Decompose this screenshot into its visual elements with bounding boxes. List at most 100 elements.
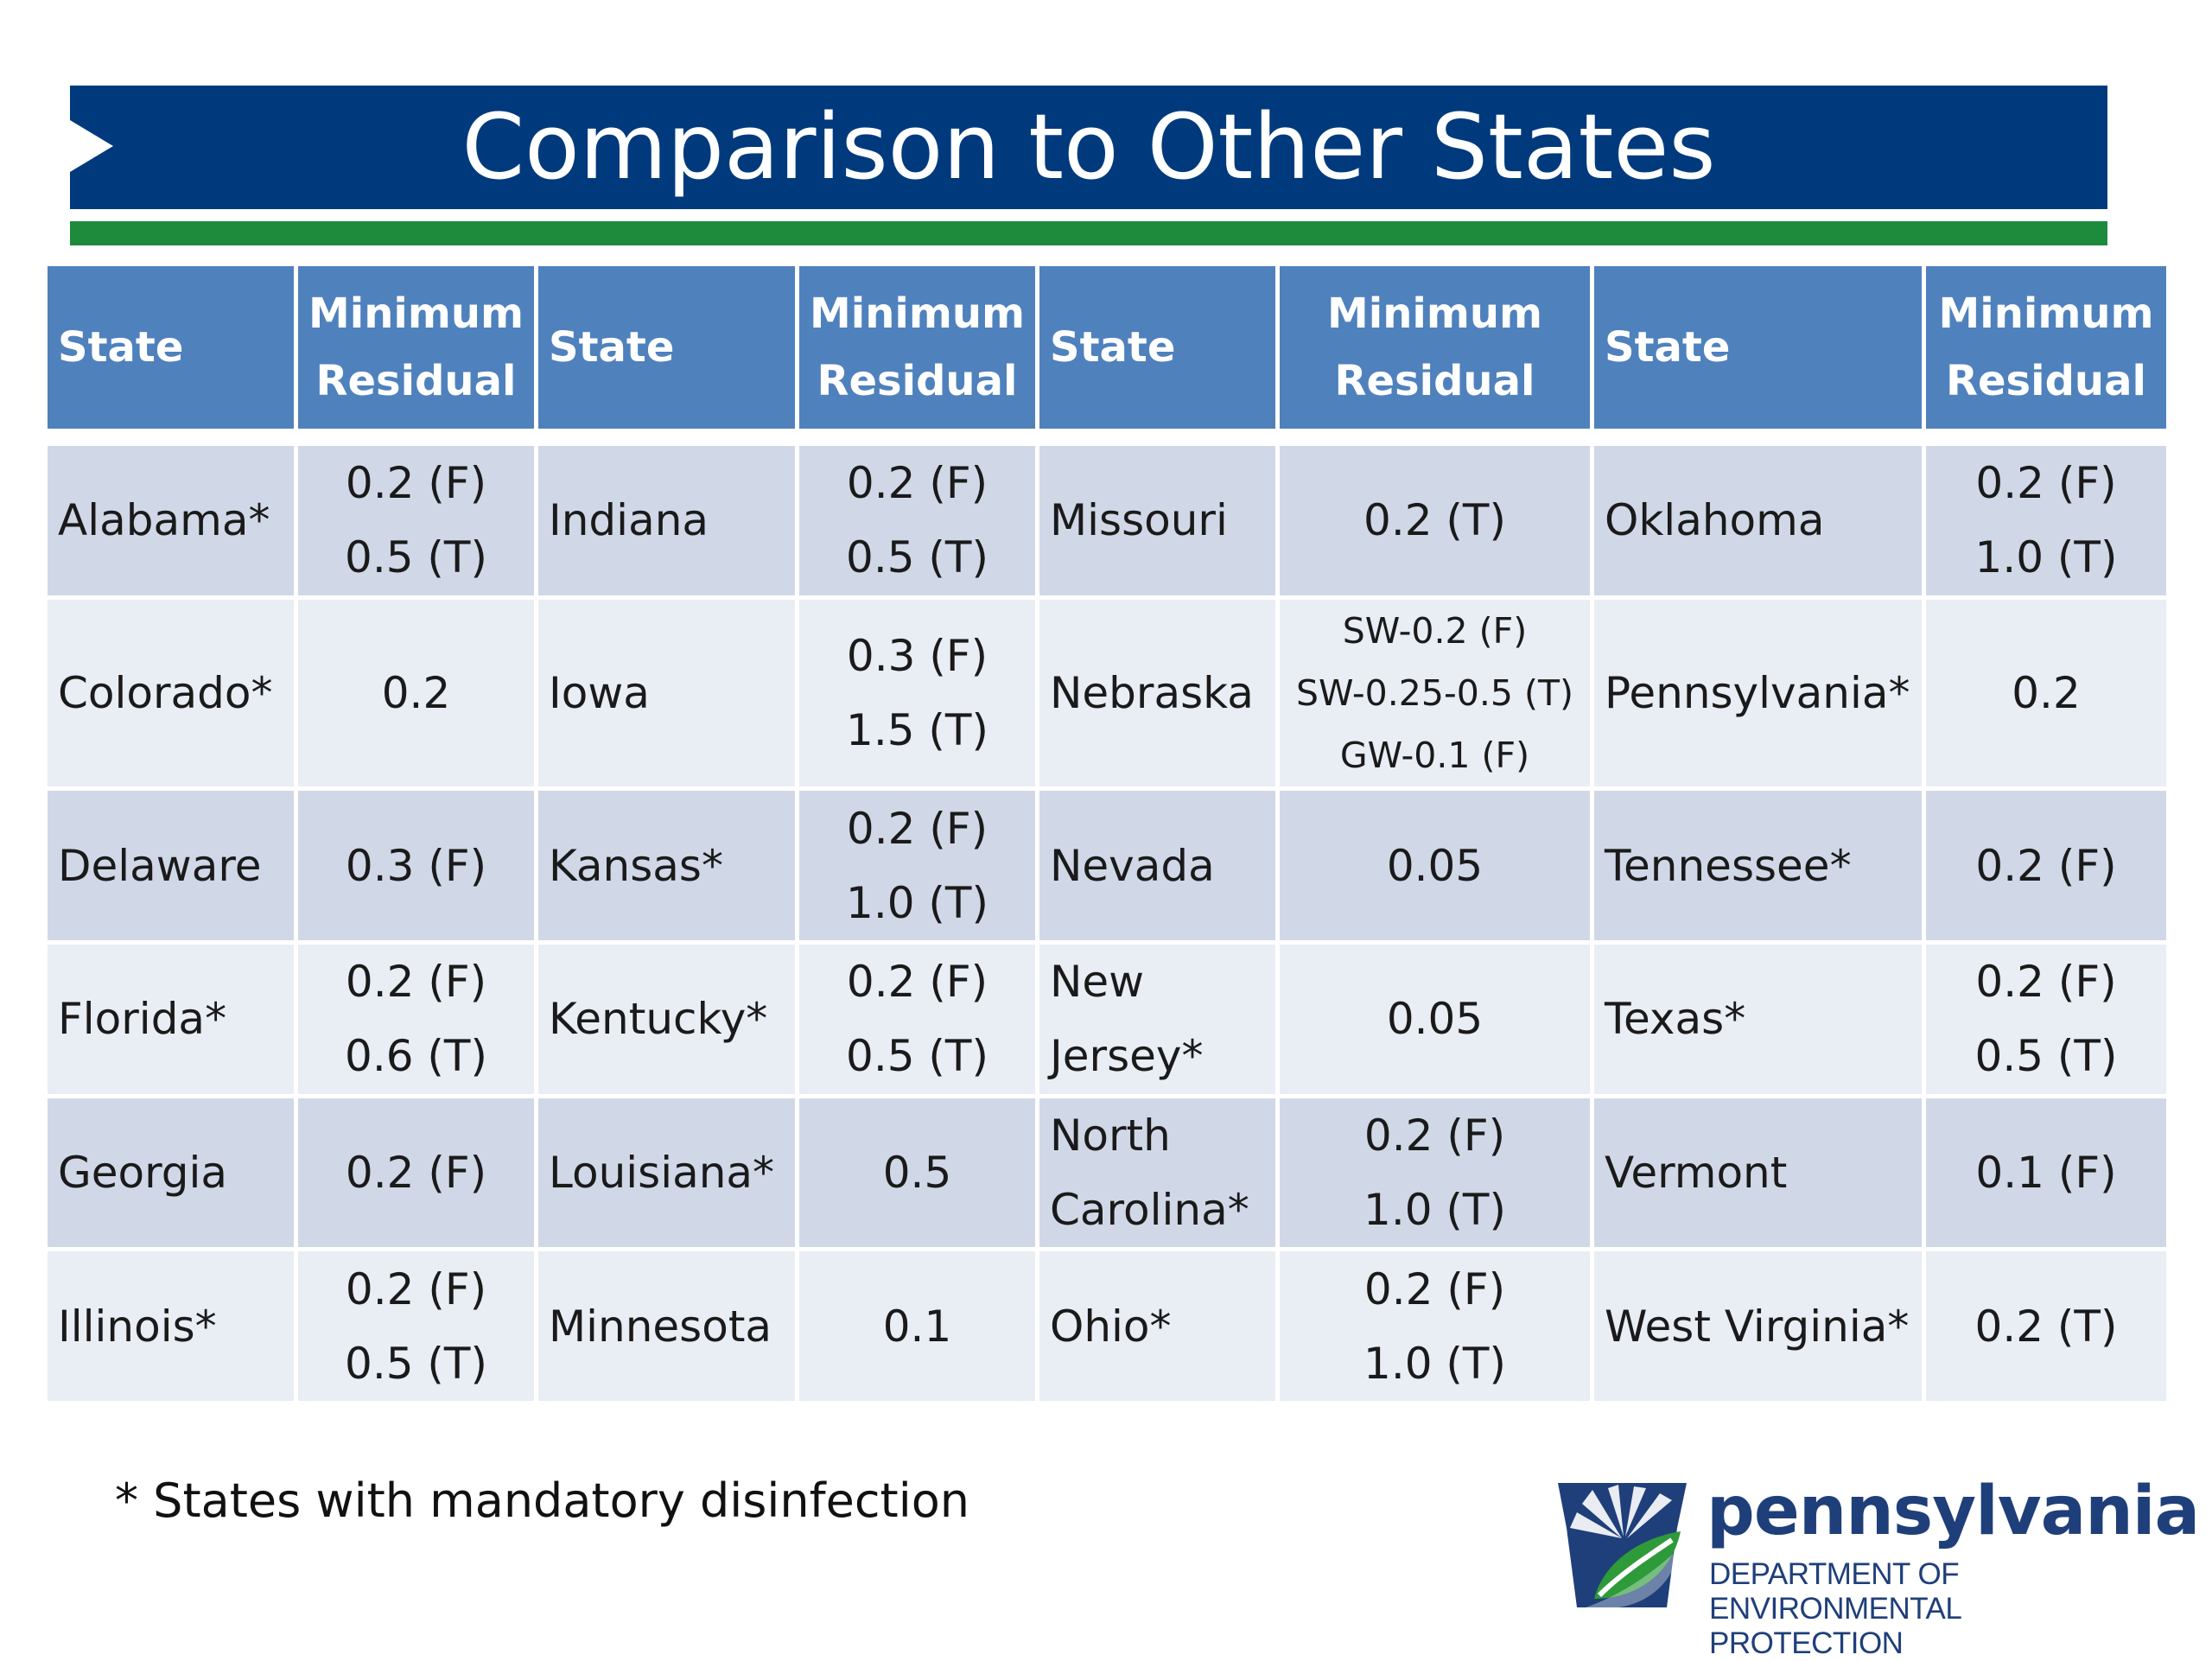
state-name-cell: Alabama* xyxy=(43,442,298,600)
residual-value: 1.5 (T) xyxy=(846,705,988,756)
residual-value: 0.1 xyxy=(882,1301,952,1352)
residual-value: 0.2 xyxy=(2012,668,2081,719)
minimum-residual-cell: 0.2 (F) xyxy=(294,1093,538,1252)
header-state: State xyxy=(1035,262,1280,433)
residual-value: 0.2 (F) xyxy=(846,957,988,1008)
footnote: * States with mandatory disinfection xyxy=(115,1473,969,1528)
minimum-residual-cell: 0.2 (F) xyxy=(1922,786,2171,945)
residual-value: 0.2 (F) xyxy=(846,458,988,509)
state-name-cell: Missouri xyxy=(1035,442,1280,600)
state-name-cell: Indiana xyxy=(534,442,799,600)
minimum-residual-cell: 0.2 (F) 0.5 (T) xyxy=(294,1247,538,1405)
header-label-line: Minimum xyxy=(810,290,1026,338)
state-name: Nebraska xyxy=(1050,668,1254,719)
state-name: Minnesota xyxy=(549,1301,772,1352)
residual-value: 0.2 (F) xyxy=(1975,840,2117,891)
header-minimum-residual: Minimum Residual xyxy=(795,262,1039,433)
header-label-line: Residual xyxy=(1946,357,2146,405)
state-name: Florida* xyxy=(58,994,227,1045)
minimum-residual-cell: SW-0.2 (F) SW-0.25-0.5 (T) GW-0.1 (F) xyxy=(1275,595,1594,792)
state-name-cell: Minnesota xyxy=(534,1247,799,1405)
minimum-residual-cell: 0.2 (T) xyxy=(1275,442,1594,600)
residual-value: 0.2 xyxy=(381,668,451,719)
minimum-residual-cell: 0.2 (F) 0.5 (T) xyxy=(294,442,538,600)
residual-value: 0.5 (T) xyxy=(846,532,988,583)
table-row: Colorado* 0.2 Iowa 0.3 (F) 1.5 (T) Nebraska SW… xyxy=(43,595,2171,792)
state-name: Oklahoma xyxy=(1605,495,1825,546)
state-name: Carolina* xyxy=(1050,1184,1249,1235)
state-name-cell: Tennessee* xyxy=(1590,786,1926,945)
state-name: West Virginia* xyxy=(1605,1301,1910,1352)
table-row: Alabama* 0.2 (F) 0.5 (T) Indiana 0.2 (F) 0.5 … xyxy=(43,442,2171,600)
residual-value: 0.2 (F) xyxy=(345,1147,487,1198)
header-label-line: Minimum xyxy=(1326,290,1543,338)
residual-value: 1.0 (T) xyxy=(846,877,988,928)
minimum-residual-cell: 0.2 (F) 0.6 (T) xyxy=(294,940,538,1098)
residual-value: SW-0.25-0.5 (T) xyxy=(1295,672,1574,715)
minimum-residual-cell: 0.05 xyxy=(1275,786,1594,945)
minimum-residual-cell: 0.3 (F) 1.5 (T) xyxy=(795,595,1039,792)
header-label-line: Residual xyxy=(315,357,517,405)
state-name-cell: Ohio* xyxy=(1035,1247,1280,1405)
residual-value: 0.1 (F) xyxy=(1975,1147,2117,1198)
residual-value: 0.2 (F) xyxy=(1363,1110,1506,1161)
logo-dept-line: DEPARTMENT OF ENVIRONMENTAL xyxy=(1709,1557,1962,1626)
residual-value: 0.2 (F) xyxy=(345,1263,487,1314)
table-row: Delaware 0.3 (F) Kansas* 0.2 (F) 1.0 (T) Neva… xyxy=(43,786,2171,945)
minimum-residual-cell: 0.1 (F) xyxy=(1922,1093,2171,1252)
header-minimum-residual: Minimum Residual xyxy=(1275,262,1594,433)
state-name-cell: Kentucky* xyxy=(534,940,799,1098)
state-name-cell: New Jersey* xyxy=(1035,940,1280,1098)
state-name-cell: Georgia xyxy=(43,1093,298,1252)
state-name: Texas* xyxy=(1605,994,1746,1045)
logo-department-text: DEPARTMENT OF ENVIRONMENTAL PROTECTION xyxy=(1709,1557,2190,1661)
table-spacer-row xyxy=(45,430,2169,444)
header-state: State xyxy=(1590,262,1926,433)
state-name: Iowa xyxy=(549,668,650,719)
accent-divider xyxy=(70,221,2107,245)
table-row: Illinois* 0.2 (F) 0.5 (T) Minnesota 0.1 Ohio*… xyxy=(43,1247,2171,1405)
state-name-cell: Delaware xyxy=(43,786,298,945)
state-name-cell: North Carolina* xyxy=(1035,1093,1280,1252)
state-name-cell: Louisiana* xyxy=(534,1093,799,1252)
residual-value: 0.2 (F) xyxy=(345,957,487,1008)
minimum-residual-cell: 0.3 (F) xyxy=(294,786,538,945)
arrow-icon xyxy=(70,120,113,172)
residual-value: 1.0 (T) xyxy=(1974,532,2118,583)
state-name-cell: Texas* xyxy=(1590,940,1926,1098)
header-label-line: Minimum xyxy=(308,290,524,338)
state-name-cell: Nevada xyxy=(1035,786,1280,945)
residual-value: 0.5 (T) xyxy=(345,532,487,583)
state-name: Kansas* xyxy=(549,840,723,891)
table-spacer-cell xyxy=(45,430,2169,444)
state-name-cell: West Virginia* xyxy=(1590,1247,1926,1405)
state-name: Jersey* xyxy=(1050,1031,1204,1082)
state-name: Vermont xyxy=(1605,1147,1788,1198)
header-label-line: Residual xyxy=(817,357,1018,405)
minimum-residual-cell: 0.2 (F) 0.5 (T) xyxy=(795,442,1039,600)
state-name: Delaware xyxy=(58,840,262,891)
state-name-cell: Kansas* xyxy=(534,786,799,945)
state-name-cell: Colorado* xyxy=(43,595,298,792)
state-name: Missouri xyxy=(1050,495,1228,546)
state-name: Colorado* xyxy=(58,668,273,719)
state-name-cell: Vermont xyxy=(1590,1093,1926,1252)
minimum-residual-cell: 0.5 xyxy=(795,1093,1039,1252)
residual-value: 0.05 xyxy=(1386,994,1484,1045)
state-name: North xyxy=(1050,1110,1171,1161)
page-title: Comparison to Other States xyxy=(461,94,1716,200)
minimum-residual-cell: 0.2 (F) 0.5 (T) xyxy=(1922,940,2171,1098)
residual-value: 0.3 (F) xyxy=(846,631,988,682)
minimum-residual-cell: 0.2 (F) 1.0 (T) xyxy=(1275,1093,1594,1252)
header-minimum-residual: Minimum Residual xyxy=(294,262,538,433)
residual-value: 0.6 (T) xyxy=(345,1031,487,1082)
residual-value: 1.0 (T) xyxy=(1363,1184,1506,1235)
residual-value: 0.5 xyxy=(882,1147,952,1198)
minimum-residual-cell: 0.2 (T) xyxy=(1922,1247,2171,1405)
header-label-line: Residual xyxy=(1334,357,1535,405)
state-name-cell: Pennsylvania* xyxy=(1590,595,1926,792)
title-banner: Comparison to Other States xyxy=(70,86,2107,209)
state-name: Georgia xyxy=(58,1147,228,1198)
state-name: Illinois* xyxy=(58,1301,217,1352)
state-name-cell: Florida* xyxy=(43,940,298,1098)
